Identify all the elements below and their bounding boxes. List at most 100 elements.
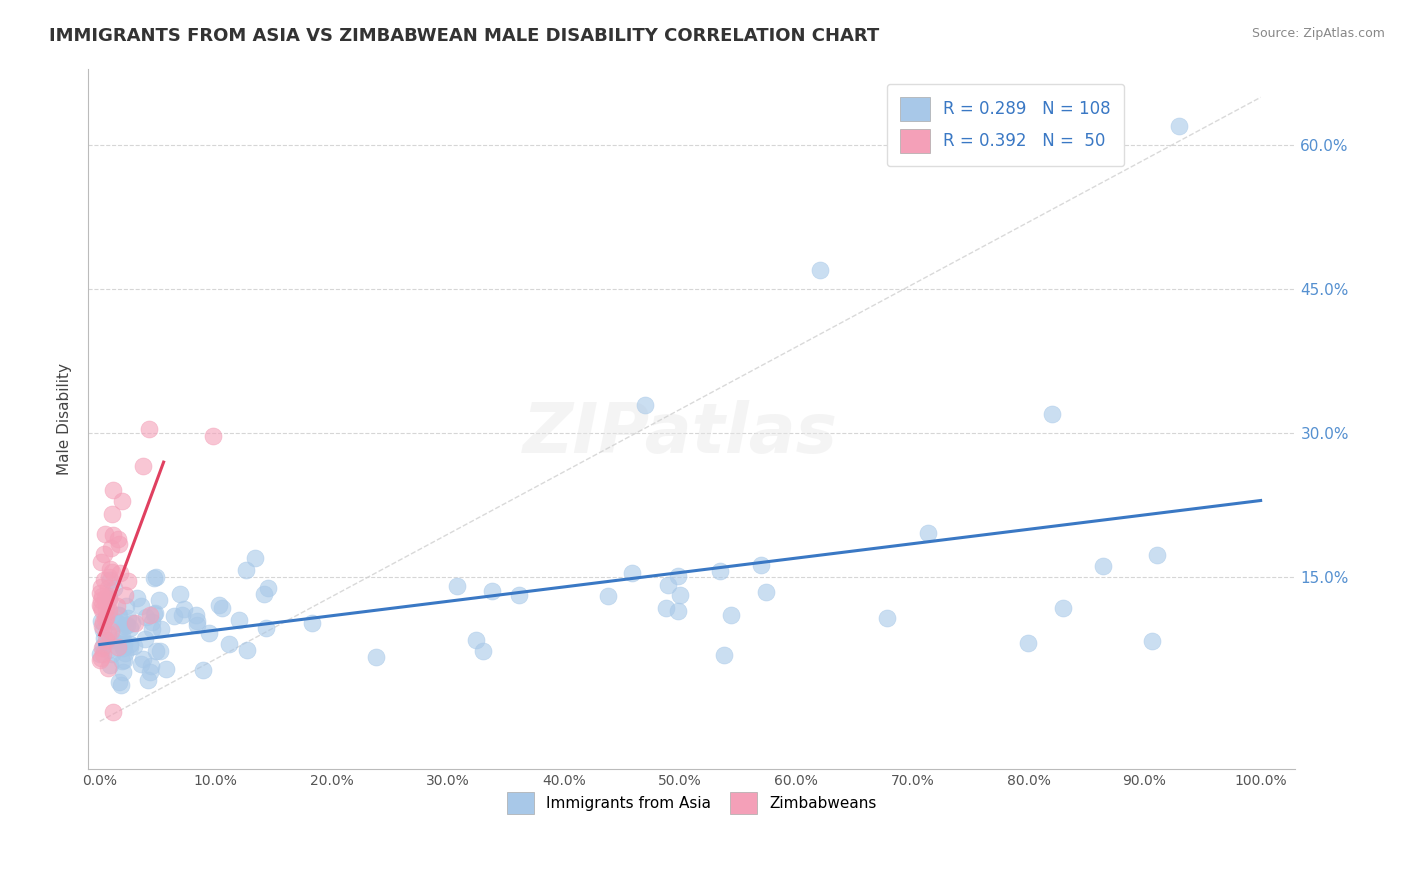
Point [446, 579, 468, 593]
Point [596, 589, 619, 603]
Point [101, 648, 124, 662]
Point [110, 566, 132, 580]
Point [89, 586, 111, 600]
Text: ZIPatlas: ZIPatlas [523, 400, 838, 467]
Point [1146, 548, 1168, 562]
Point [134, 632, 156, 647]
Point [256, 581, 278, 595]
Point [94, 610, 117, 624]
Point [98, 573, 121, 587]
Point [124, 640, 146, 654]
Point [89, 653, 111, 667]
Point [98, 561, 121, 575]
Point [90, 599, 112, 614]
Point [135, 609, 157, 624]
Legend: Immigrants from Asia, Zimbabweans: Immigrants from Asia, Zimbabweans [496, 781, 887, 825]
Point [170, 607, 193, 622]
Point [115, 599, 138, 614]
Point [90, 592, 112, 607]
Point [253, 587, 276, 601]
Point [100, 624, 122, 638]
Point [150, 623, 173, 637]
Point [1052, 600, 1074, 615]
Point [98, 591, 121, 606]
Point [90, 615, 112, 629]
Point [94, 633, 117, 648]
Point [917, 526, 939, 541]
Point [112, 637, 135, 651]
Point [228, 614, 250, 628]
Point [108, 608, 131, 623]
Point [103, 483, 125, 497]
Point [1017, 636, 1039, 650]
Point [136, 673, 159, 687]
Point [208, 598, 231, 612]
Point [139, 608, 162, 623]
Point [142, 571, 165, 585]
Point [107, 532, 129, 546]
Point [301, 616, 323, 631]
Point [118, 621, 141, 635]
Point [100, 658, 122, 673]
Y-axis label: Male Disability: Male Disability [58, 363, 72, 475]
Point [101, 632, 124, 647]
Point [111, 637, 134, 651]
Text: Source: ZipAtlas.com: Source: ZipAtlas.com [1251, 27, 1385, 40]
Point [155, 662, 177, 676]
Point [186, 618, 208, 632]
Point [90, 555, 112, 569]
Point [89, 647, 111, 661]
Point [90, 580, 112, 594]
Point [149, 644, 172, 658]
Point [94, 612, 117, 626]
Point [218, 637, 240, 651]
Point [141, 623, 163, 637]
Point [654, 601, 676, 615]
Point [508, 588, 530, 602]
Point [94, 526, 117, 541]
Point [142, 607, 165, 621]
Point [481, 584, 503, 599]
Point [97, 581, 120, 595]
Point [94, 591, 117, 606]
Point [108, 537, 131, 551]
Point [118, 636, 141, 650]
Point [107, 640, 129, 654]
Point [669, 588, 692, 602]
Point [129, 657, 152, 671]
Point [186, 614, 208, 628]
Point [125, 591, 148, 605]
Point [472, 644, 495, 658]
Point [121, 616, 143, 631]
Point [202, 428, 225, 442]
Point [163, 609, 186, 624]
Point [103, 582, 125, 596]
Point [666, 604, 689, 618]
Point [89, 598, 111, 612]
Point [366, 650, 388, 665]
Point [1040, 407, 1063, 421]
Point [117, 611, 139, 625]
Point [749, 558, 772, 572]
Point [97, 626, 120, 640]
Point [110, 630, 132, 644]
Point [236, 643, 259, 657]
Point [94, 635, 117, 649]
Point [97, 569, 120, 583]
Point [105, 599, 128, 613]
Point [91, 590, 114, 604]
Point [169, 587, 191, 601]
Point [90, 619, 112, 633]
Point [243, 551, 266, 566]
Point [129, 599, 152, 614]
Point [118, 640, 141, 655]
Point [91, 647, 114, 661]
Point [97, 589, 120, 603]
Point [755, 585, 778, 599]
Point [621, 566, 644, 581]
Point [100, 541, 122, 556]
Point [101, 507, 124, 521]
Point [184, 607, 207, 622]
Point [91, 615, 114, 629]
Point [191, 663, 214, 677]
